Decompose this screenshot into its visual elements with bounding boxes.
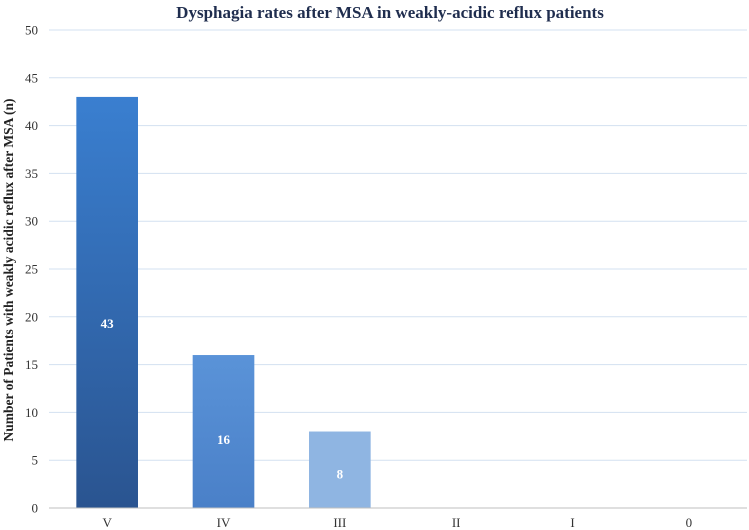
y-axis-ticks: 0 5 10 15 20 25 30 35 40 45 50 — [25, 23, 38, 516]
x-tick-label: I — [570, 515, 574, 530]
data-label-III: 8 — [337, 467, 344, 482]
y-tick-label: 40 — [25, 118, 38, 133]
y-tick-label: 5 — [32, 453, 39, 468]
y-tick-label: 25 — [25, 262, 38, 277]
data-label-IV: 16 — [217, 432, 231, 447]
x-tick-label: V — [102, 515, 112, 530]
y-tick-label: 10 — [25, 405, 38, 420]
y-tick-label: 45 — [25, 70, 38, 85]
bar-V — [76, 96, 138, 509]
y-tick-label: 30 — [25, 214, 38, 229]
data-label-V: 43 — [101, 316, 115, 331]
y-tick-label: 35 — [25, 166, 38, 181]
y-tick-label: 20 — [25, 309, 38, 324]
data-labels: 43 16 8 — [101, 316, 344, 482]
chart-title: Dysphagia rates after MSA in weakly-acid… — [176, 3, 604, 22]
y-tick-label: 0 — [32, 501, 39, 516]
x-tick-label: 0 — [686, 515, 693, 530]
x-tick-label: III — [333, 515, 346, 530]
gridlines — [49, 29, 747, 461]
x-axis-ticks: V IV III II I 0 — [102, 515, 692, 530]
bars — [76, 96, 371, 509]
x-tick-label: IV — [217, 515, 231, 530]
y-tick-label: 15 — [25, 357, 38, 372]
bar-III — [309, 431, 371, 508]
y-axis-label: Number of Patients with weakly acidic re… — [1, 98, 16, 441]
bar-IV — [192, 355, 255, 508]
x-tick-label: II — [452, 515, 461, 530]
y-tick-label: 50 — [25, 23, 38, 38]
